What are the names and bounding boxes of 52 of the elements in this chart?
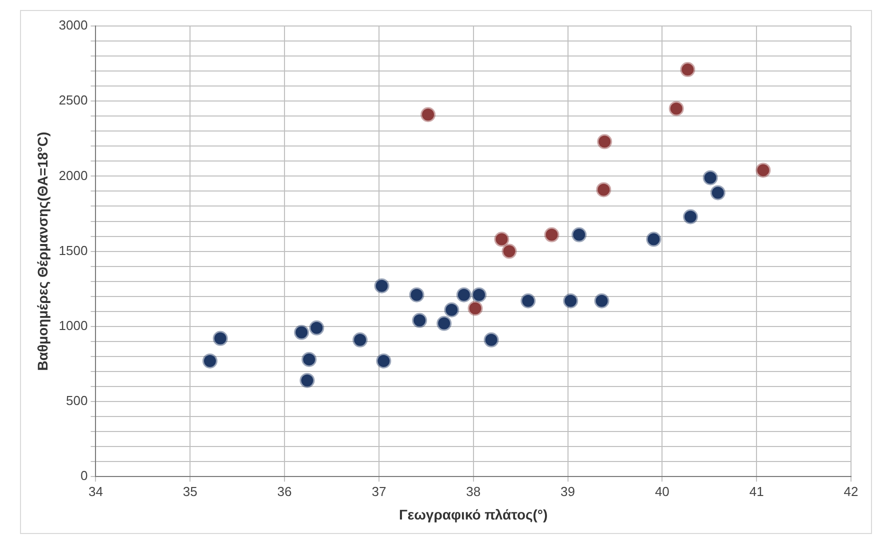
x-tick-label: 38 <box>466 484 481 499</box>
point <box>352 332 368 348</box>
point <box>756 162 771 178</box>
point <box>572 227 587 242</box>
point <box>444 302 460 318</box>
y-tick-label: 1000 <box>58 318 88 333</box>
point <box>202 353 218 368</box>
point <box>680 62 696 78</box>
point <box>597 134 612 150</box>
point <box>420 107 436 122</box>
point <box>594 293 610 308</box>
point <box>646 232 662 247</box>
point <box>212 330 228 346</box>
point <box>309 320 324 336</box>
y-tick-label: 1500 <box>58 242 88 258</box>
point <box>468 300 483 316</box>
x-tick-label: 40 <box>654 484 670 499</box>
x-tick-label: 42 <box>844 484 858 499</box>
point <box>494 232 510 247</box>
point <box>544 227 560 242</box>
point <box>563 293 578 308</box>
point <box>668 101 684 116</box>
point <box>710 185 726 200</box>
y-axis-title: Βαθμοημέρες Θέρμανσης(ΘΑ=18°C) <box>34 132 50 371</box>
y-tick-label: 500 <box>66 393 88 408</box>
x-tick-label: 35 <box>182 484 198 499</box>
point <box>300 372 315 388</box>
x-tick-label: 34 <box>88 484 103 499</box>
point <box>294 324 310 340</box>
point <box>436 316 452 331</box>
point <box>702 170 718 186</box>
y-tick-label: 2500 <box>58 92 88 108</box>
point <box>456 287 472 302</box>
point <box>502 244 517 259</box>
point <box>409 287 424 302</box>
point <box>520 293 536 308</box>
y-tick-label: 2000 <box>58 168 88 183</box>
point <box>472 287 487 302</box>
x-tick-label: 41 <box>749 484 764 499</box>
y-tick-label: 0 <box>80 468 88 484</box>
point <box>302 352 317 367</box>
x-axis-title: Γεωγραφικό πλάτος(°) <box>399 506 548 522</box>
point <box>374 278 390 294</box>
x-tick-label: 37 <box>372 484 386 499</box>
point <box>683 209 698 224</box>
point <box>412 312 428 328</box>
x-tick-label: 39 <box>560 484 576 499</box>
point <box>376 353 392 368</box>
x-tick-label: 36 <box>277 484 292 499</box>
y-tick-label: 3000 <box>58 18 88 33</box>
point <box>484 332 499 348</box>
point <box>596 182 612 198</box>
